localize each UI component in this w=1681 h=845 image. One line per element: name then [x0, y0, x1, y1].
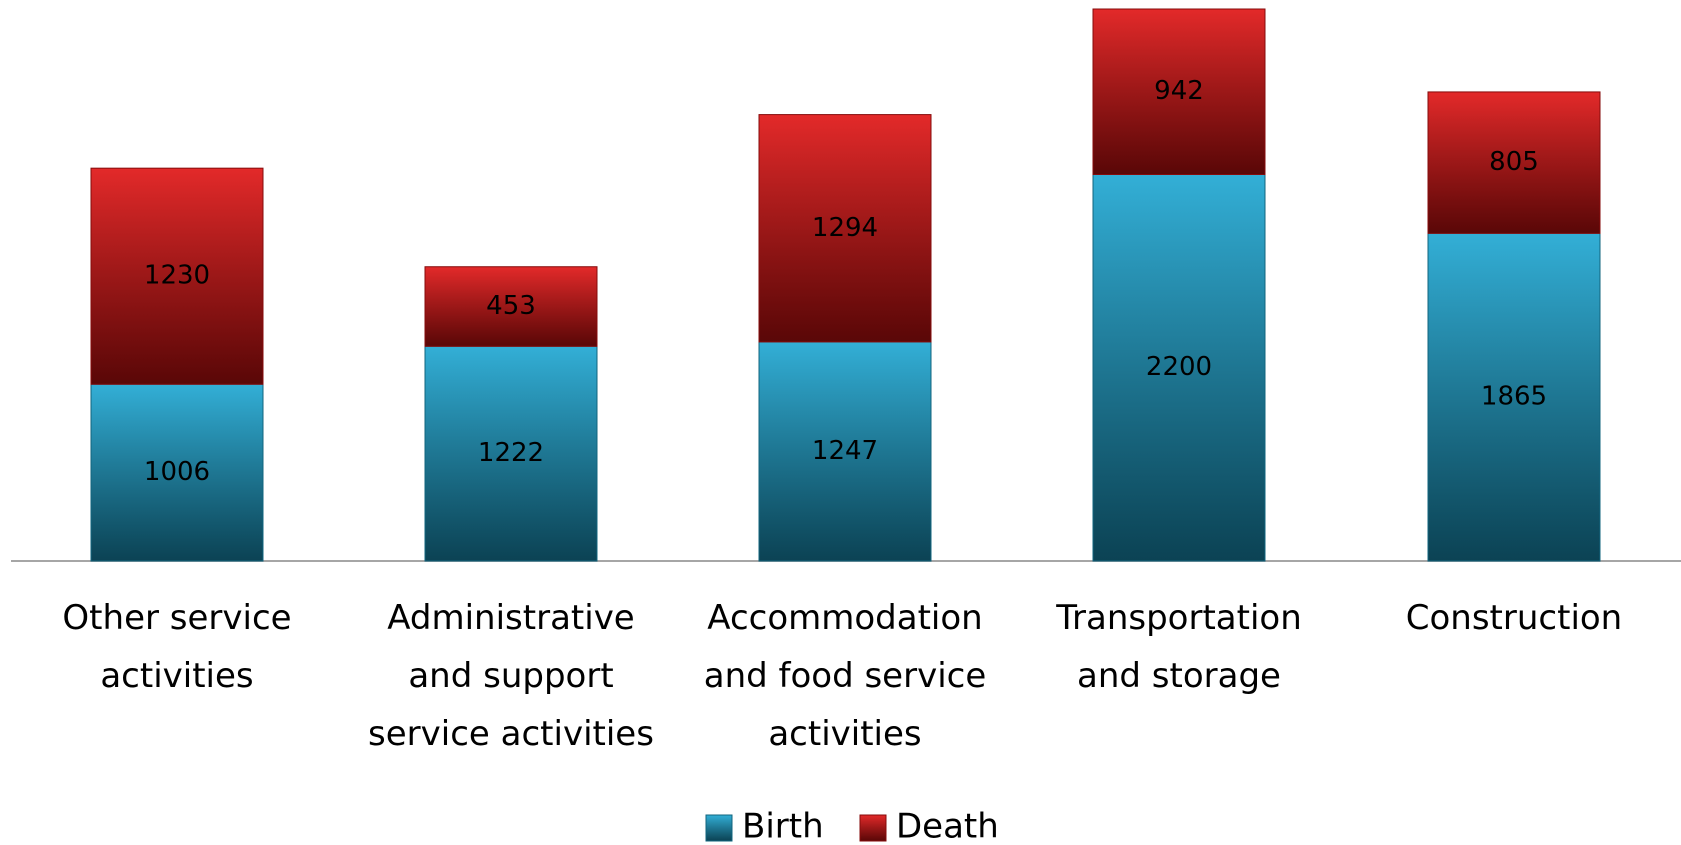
legend-swatch [705, 814, 733, 842]
bar-segment [758, 114, 932, 343]
data-label: 1222 [478, 438, 544, 468]
data-label: 1247 [812, 436, 878, 466]
category-label: Construction [1405, 598, 1623, 638]
bar-segment [1427, 91, 1601, 234]
legend-label: Birth [742, 807, 824, 845]
bar-segment [758, 341, 932, 562]
data-label: 1865 [1481, 382, 1547, 412]
bar-segment [90, 167, 264, 385]
data-label: 1230 [144, 261, 210, 291]
data-label: 2200 [1146, 352, 1212, 382]
bar-segment [1092, 8, 1266, 175]
category-label: Accommodation and food service activitie… [703, 598, 987, 754]
bar-segment [1427, 232, 1601, 562]
legend-label: Death [896, 807, 999, 845]
data-label: 1006 [144, 457, 210, 487]
legend-swatch [859, 814, 887, 842]
bar-segment [1092, 173, 1266, 562]
category-label: Administrative and support service activ… [368, 598, 654, 754]
data-label: 805 [1489, 147, 1539, 177]
data-label: 1294 [812, 213, 878, 243]
bar-segment [90, 383, 264, 562]
bar-segment [424, 266, 598, 347]
bar-segment [424, 345, 598, 562]
category-label: Transportation and storage [1056, 598, 1302, 696]
category-label: Other service activities [62, 598, 292, 696]
data-label: 942 [1154, 76, 1204, 106]
data-label: 453 [486, 291, 536, 321]
